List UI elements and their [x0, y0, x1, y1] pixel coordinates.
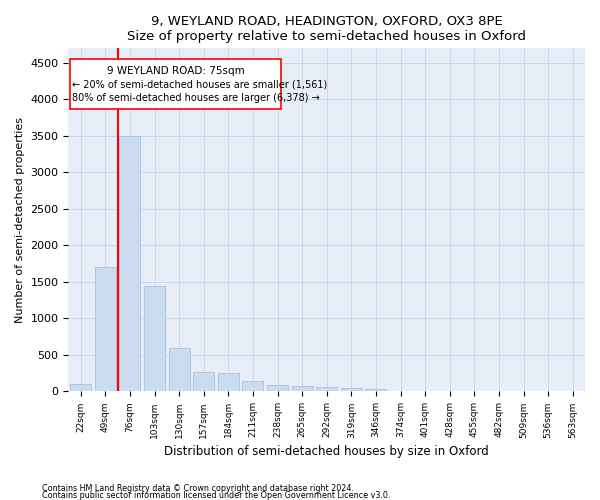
Text: Contains public sector information licensed under the Open Government Licence v3: Contains public sector information licen…	[42, 492, 391, 500]
Text: Contains HM Land Registry data © Crown copyright and database right 2024.: Contains HM Land Registry data © Crown c…	[42, 484, 354, 493]
Bar	[267, 385, 288, 392]
X-axis label: Distribution of semi-detached houses by size in Oxford: Distribution of semi-detached houses by …	[164, 444, 489, 458]
Bar	[119, 136, 140, 392]
Bar	[242, 381, 263, 392]
Text: 9 WEYLAND ROAD: 75sqm: 9 WEYLAND ROAD: 75sqm	[107, 66, 244, 76]
Bar	[193, 372, 214, 392]
Text: 80% of semi-detached houses are larger (6,378) →: 80% of semi-detached houses are larger (…	[73, 93, 320, 103]
Bar	[169, 348, 190, 392]
Bar	[365, 388, 386, 392]
Bar	[316, 387, 337, 392]
Bar	[70, 60, 281, 109]
Bar	[341, 388, 362, 392]
Title: 9, WEYLAND ROAD, HEADINGTON, OXFORD, OX3 8PE
Size of property relative to semi-d: 9, WEYLAND ROAD, HEADINGTON, OXFORD, OX3…	[127, 15, 526, 43]
Bar	[218, 373, 239, 392]
Bar	[95, 268, 116, 392]
Bar	[390, 390, 411, 392]
Bar	[70, 384, 91, 392]
Bar	[144, 286, 165, 392]
Text: ← 20% of semi-detached houses are smaller (1,561): ← 20% of semi-detached houses are smalle…	[73, 80, 328, 90]
Bar	[292, 386, 313, 392]
Y-axis label: Number of semi-detached properties: Number of semi-detached properties	[15, 117, 25, 323]
